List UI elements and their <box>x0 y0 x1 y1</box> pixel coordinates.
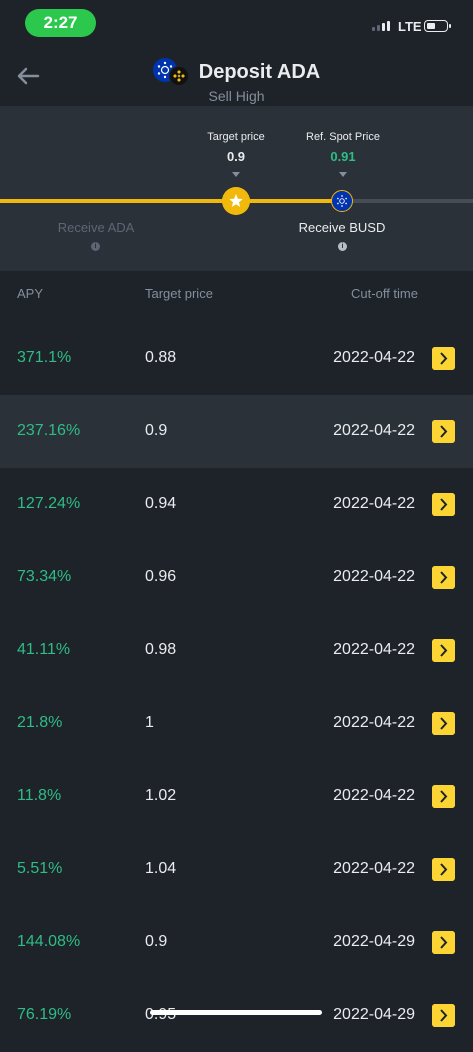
row-apy: 127.24% <box>17 495 81 512</box>
chevron-right-icon[interactable] <box>432 639 455 662</box>
row-cutoff: 2022-04-22 <box>333 641 415 658</box>
back-arrow-icon[interactable] <box>14 62 42 90</box>
row-target-price: 1.04 <box>145 860 177 877</box>
signal-icon <box>372 21 390 31</box>
price-panel: Target price 0.9 Ref. Spot Price 0.91 Re… <box>0 106 473 271</box>
chevron-right-icon[interactable] <box>432 493 455 516</box>
status-bar: 2:27 LTE <box>0 0 473 44</box>
apy-column-header: APY <box>17 286 44 301</box>
star-icon[interactable] <box>222 187 250 215</box>
row-apy: 5.51% <box>17 860 63 877</box>
table-row[interactable]: 237.16% 0.9 2022-04-22 <box>0 395 473 468</box>
row-apy: 41.11% <box>17 641 71 658</box>
row-target-price: 0.94 <box>145 495 177 512</box>
battery-icon <box>424 20 451 32</box>
price-track-remaining <box>342 199 473 203</box>
row-cutoff: 2022-04-22 <box>333 787 415 804</box>
spot-price-marker-icon <box>331 190 353 212</box>
chevron-right-icon[interactable] <box>432 566 455 589</box>
home-indicator[interactable] <box>150 1010 322 1015</box>
page-header: Deposit ADA <box>0 58 473 86</box>
table-row[interactable]: 76.19% 0.95 2022-04-29 <box>0 979 473 1052</box>
row-cutoff: 2022-04-29 <box>333 1006 415 1023</box>
row-cutoff: 2022-04-29 <box>333 933 415 950</box>
row-apy: 73.34% <box>17 568 72 585</box>
table-row[interactable]: 144.08% 0.9 2022-04-29 <box>0 906 473 979</box>
chevron-right-icon[interactable] <box>432 420 455 443</box>
row-cutoff: 2022-04-22 <box>333 349 415 366</box>
coin-pair-icon <box>152 58 191 86</box>
page-title: Deposit ADA <box>198 60 321 83</box>
chevron-right-icon[interactable] <box>432 858 455 881</box>
row-target-price: 1.02 <box>145 787 177 804</box>
row-target-price: 0.95 <box>145 1006 176 1024</box>
target-price-label: Target price <box>207 131 265 143</box>
ref-spot-caret-icon <box>339 172 347 177</box>
row-apy: 76.19% <box>17 1006 72 1023</box>
row-cutoff: 2022-04-22 <box>333 860 415 877</box>
row-cutoff: 2022-04-22 <box>333 422 415 439</box>
receive-busd-label: Receive BUSD <box>298 220 386 235</box>
chevron-right-icon[interactable] <box>432 785 455 808</box>
row-apy: 11.8% <box>17 787 62 804</box>
row-cutoff: 2022-04-22 <box>333 495 415 512</box>
table-row[interactable]: 21.8% 1 2022-04-22 <box>0 687 473 760</box>
table-row[interactable]: 41.11% 0.98 2022-04-22 <box>0 614 473 687</box>
row-target-price: 0.88 <box>145 349 177 366</box>
cutoff-column-header: Cut-off time <box>351 286 418 301</box>
row-target-price: 0.98 <box>145 641 177 658</box>
table-row[interactable]: 11.8% 1.02 2022-04-22 <box>0 760 473 833</box>
chevron-right-icon[interactable] <box>432 1004 455 1027</box>
table-row[interactable]: 73.34% 0.96 2022-04-22 <box>0 541 473 614</box>
info-icon[interactable]: i <box>91 242 100 251</box>
row-cutoff: 2022-04-22 <box>333 714 415 731</box>
table-row[interactable]: 5.51% 1.04 2022-04-22 <box>0 833 473 906</box>
target-price-value: 0.9 <box>226 149 246 164</box>
row-target-price: 0.9 <box>145 422 168 439</box>
bnb-coin-icon <box>168 66 189 86</box>
row-apy: 21.8% <box>17 714 63 731</box>
row-apy: 144.08% <box>17 933 81 950</box>
chevron-right-icon[interactable] <box>432 931 455 954</box>
page-subtitle: Sell High <box>208 88 265 104</box>
table-row[interactable]: 371.1% 0.88 2022-04-22 <box>0 322 473 395</box>
table-row[interactable]: 127.24% 0.94 2022-04-22 <box>0 468 473 541</box>
status-time: 2:27 <box>25 9 96 37</box>
ref-spot-price-value: 0.91 <box>330 149 356 164</box>
row-cutoff: 2022-04-22 <box>333 568 415 585</box>
price-track-filled <box>0 199 342 203</box>
chevron-right-icon[interactable] <box>432 712 455 735</box>
network-type: LTE <box>398 19 422 34</box>
target-price-column-header: Target price <box>145 286 213 301</box>
chevron-right-icon[interactable] <box>432 347 455 370</box>
row-target-price: 0.9 <box>145 933 168 950</box>
info-icon[interactable]: i <box>338 242 347 251</box>
receive-ada-label: Receive ADA <box>57 220 135 235</box>
row-apy: 237.16% <box>17 422 81 439</box>
row-target-price: 0.96 <box>145 568 177 585</box>
ref-spot-price-label: Ref. Spot Price <box>306 131 380 143</box>
row-target-price: 1 <box>145 714 154 731</box>
target-price-caret-icon <box>232 172 240 177</box>
row-apy: 371.1% <box>17 349 72 366</box>
